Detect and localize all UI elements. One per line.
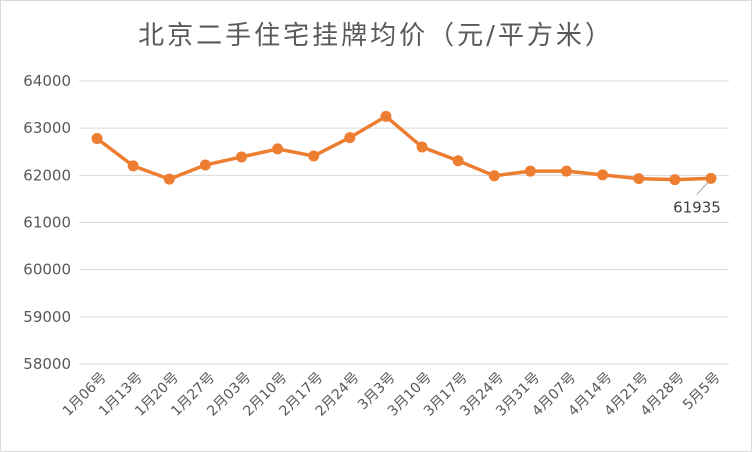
data-label-leader [696, 182, 709, 195]
data-point [380, 110, 392, 122]
data-point [669, 174, 681, 186]
data-point [127, 160, 139, 172]
data-point [308, 150, 320, 162]
data-point [91, 133, 103, 145]
data-point [705, 172, 717, 184]
data-point [597, 169, 609, 181]
gridlines [79, 80, 729, 365]
data-point [561, 165, 572, 177]
data-point [416, 141, 428, 153]
y-tick-label: 61000 [23, 214, 71, 232]
data-point [488, 170, 500, 182]
y-tick-label: 63000 [23, 119, 71, 137]
y-tick-label: 62000 [23, 166, 71, 184]
x-tick-label: 5月5号 [680, 370, 724, 414]
data-point [452, 155, 464, 167]
x-axis-tick-labels: 1月06号1月13号1月20号1月27号2月03号2月10号2月17号2月24号… [60, 370, 724, 420]
data-point [199, 159, 211, 171]
series-line-group [95, 114, 712, 182]
data-point [344, 132, 356, 144]
chart-title: 北京二手住宅挂牌均价（元/平方米） [138, 21, 614, 51]
data-point [272, 143, 284, 155]
data-point [633, 173, 645, 185]
y-axis-tick-labels: 58000 59000 60000 61000 62000 63000 64000 [23, 72, 71, 373]
y-tick-label: 58000 [23, 355, 71, 373]
data-point [163, 173, 175, 185]
y-tick-label: 60000 [23, 261, 71, 279]
data-label: 61935 [673, 198, 721, 216]
y-tick-label: 59000 [23, 308, 71, 326]
data-points [91, 110, 717, 186]
data-point [236, 151, 247, 163]
data-point [524, 165, 536, 177]
series-line [95, 114, 712, 182]
data-labels: 61935 [673, 182, 721, 216]
y-tick-label: 64000 [23, 72, 71, 90]
